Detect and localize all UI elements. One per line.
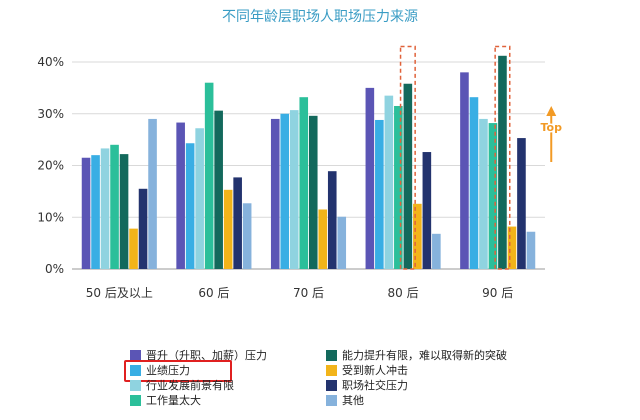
y-tick-label: 20% — [37, 159, 64, 173]
bar — [422, 152, 432, 269]
chart-title: 不同年龄层职场人职场压力来源 — [222, 9, 418, 25]
bar — [375, 119, 384, 270]
bar — [148, 118, 157, 269]
top-annotation: Top — [541, 121, 563, 134]
y-tick-label: 10% — [37, 210, 64, 224]
bar — [280, 113, 290, 269]
bar — [403, 83, 413, 269]
y-tick-label: 40% — [37, 55, 64, 69]
legend-label: 行业发展前景有限 — [146, 379, 234, 392]
bar — [365, 87, 375, 269]
bar — [176, 122, 185, 269]
bar — [479, 118, 488, 269]
bar — [327, 171, 337, 269]
x-tick-label: 70 后 — [293, 286, 324, 300]
bar — [129, 228, 138, 269]
legend-label: 业绩压力 — [146, 364, 190, 377]
x-tick-label: 80 后 — [388, 286, 419, 300]
x-tick-label: 90 后 — [482, 286, 513, 300]
bar — [413, 203, 422, 269]
legend-label: 晋升（升职、加薪）压力 — [146, 349, 267, 362]
legend-label: 受到新人冲击 — [342, 364, 408, 377]
bar — [242, 203, 252, 269]
bar — [233, 177, 242, 269]
legend-swatch — [326, 350, 337, 361]
bar — [223, 189, 233, 269]
bar — [299, 97, 309, 269]
legend-swatch — [130, 350, 141, 361]
bar — [460, 72, 469, 269]
bar — [517, 138, 526, 269]
highlight-box — [399, 45, 416, 270]
legend-swatch — [130, 380, 141, 391]
top-arrow-head — [546, 106, 557, 116]
bar — [138, 188, 148, 269]
bar — [308, 115, 318, 269]
bar — [204, 82, 214, 269]
bar — [91, 155, 100, 269]
legend-label: 职场社交压力 — [342, 379, 408, 392]
bar — [337, 216, 347, 269]
legend-swatch — [326, 395, 337, 406]
highlight-box — [494, 45, 511, 270]
bar — [469, 97, 479, 269]
bar — [432, 233, 441, 269]
legend-swatch — [326, 380, 337, 391]
bar — [119, 154, 129, 269]
legend-swatch — [326, 365, 337, 376]
bar — [185, 143, 195, 269]
bar — [100, 148, 110, 269]
bar — [81, 157, 91, 269]
bar — [488, 123, 498, 269]
y-tick-label: 0% — [45, 262, 64, 276]
bar — [318, 209, 328, 269]
bar — [384, 95, 394, 269]
y-tick-label: 30% — [37, 107, 64, 121]
legend-swatch — [130, 365, 141, 376]
bar — [195, 128, 204, 269]
bar — [110, 144, 119, 269]
legend-label: 其他 — [342, 394, 364, 407]
bar — [214, 110, 223, 270]
x-tick-label: 60 后 — [198, 286, 229, 300]
bar — [289, 110, 299, 269]
bar — [394, 105, 403, 269]
legend-label: 能力提升有限，难以取得新的突破 — [342, 349, 507, 362]
legend-highlight-box — [124, 360, 232, 382]
legend-label: 工作量太大 — [146, 394, 201, 407]
x-tick-label: 50 后及以上 — [86, 286, 153, 300]
bar — [507, 226, 517, 269]
legend-swatch — [130, 395, 141, 406]
bar — [270, 118, 280, 269]
bar — [526, 231, 536, 269]
bar — [498, 55, 507, 269]
